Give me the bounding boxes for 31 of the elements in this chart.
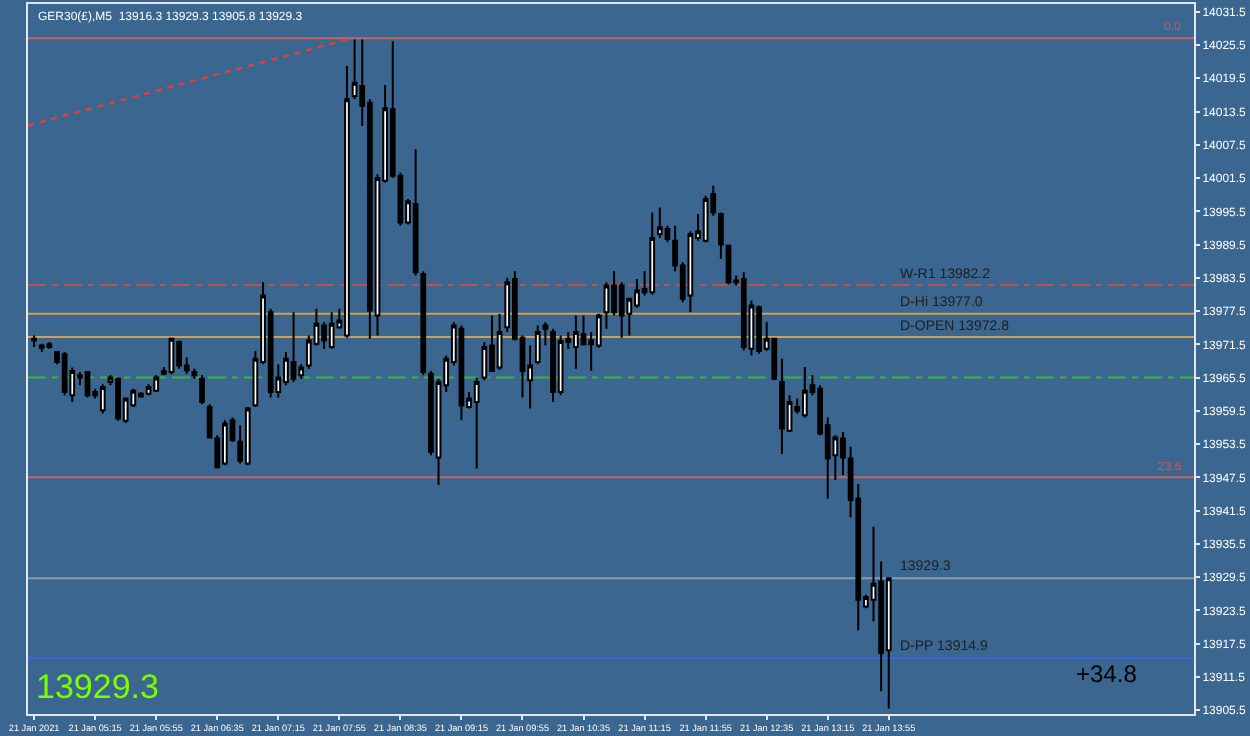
candlestick [153,374,160,393]
candlestick [138,390,144,399]
candlestick [115,376,121,422]
candlestick [290,311,297,383]
candlestick [176,339,182,370]
candlestick [740,271,747,352]
candlestick [222,419,228,467]
candlestick [31,334,37,349]
candlestick [649,211,656,296]
candlestick [573,314,579,370]
candlestick [344,65,350,339]
candlestick [557,334,564,397]
candlestick [534,324,541,366]
candlestick [46,341,53,350]
candlestick [702,194,709,244]
candlestick [38,342,45,354]
annotation: +34.8 [1076,660,1138,688]
candlestick [61,351,68,397]
annotation: 13929.3 [36,668,159,706]
candlestick [458,324,465,422]
candlestick [489,314,495,374]
candlestick [801,366,808,419]
candlestick [99,383,106,415]
candlestick [244,405,251,467]
candlestick [199,374,205,406]
candlestick [656,206,663,239]
candlestick [550,327,556,403]
candlestick [756,304,762,355]
candlestick [779,357,785,456]
candlestick [328,311,335,350]
candlestick [145,383,152,397]
